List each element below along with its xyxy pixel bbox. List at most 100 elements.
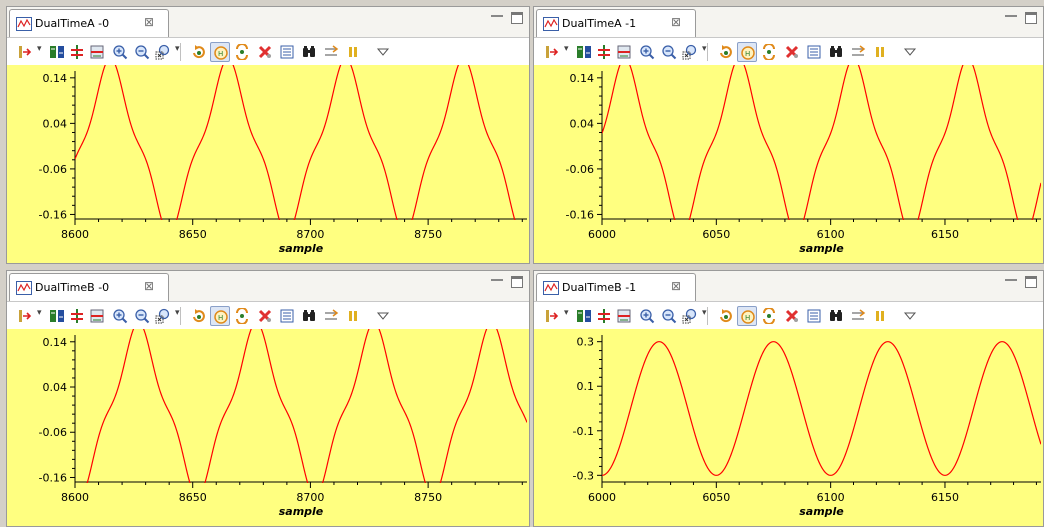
view-tab[interactable]: DualTimeB -1 ⊠ [536, 273, 696, 301]
split-channels-button[interactable] [47, 42, 67, 62]
window-controls [483, 12, 523, 28]
clear-button[interactable] [255, 306, 275, 326]
close-icon[interactable]: ⊠ [671, 15, 682, 29]
auto-scale-button[interactable]: H [737, 42, 757, 62]
x-tick-label: 6150 [931, 228, 959, 241]
maximize-icon[interactable] [511, 276, 523, 288]
dropdown-arrow-icon[interactable]: ▾ [702, 308, 707, 318]
auto-scale-button[interactable]: H [210, 306, 230, 326]
sync-button[interactable] [232, 306, 252, 326]
export-button[interactable] [848, 42, 868, 62]
find-button[interactable] [826, 306, 846, 326]
pause-button[interactable] [343, 306, 363, 326]
dropdown-arrow-icon[interactable]: ▾ [702, 44, 707, 54]
overlay-button[interactable] [67, 42, 87, 62]
close-icon[interactable]: ⊠ [144, 15, 155, 29]
properties-button[interactable] [804, 42, 824, 62]
refresh-button[interactable] [716, 42, 736, 62]
refresh-button[interactable] [716, 306, 736, 326]
svg-text:H: H [745, 314, 750, 322]
pause-button[interactable] [870, 306, 890, 326]
export-button[interactable] [321, 306, 341, 326]
properties-button[interactable] [277, 42, 297, 62]
overlay-button[interactable] [594, 306, 614, 326]
pause-button[interactable] [343, 42, 363, 62]
auto-scale-button[interactable]: H [210, 42, 230, 62]
tab-bar: DualTimeB -0 ⊠ [7, 271, 529, 301]
minimize-icon[interactable] [1005, 279, 1017, 282]
zoom-out-button[interactable] [132, 42, 152, 62]
fit-button[interactable] [87, 306, 107, 326]
dropdown-arrow-icon[interactable]: ▾ [37, 44, 42, 54]
overlay-button[interactable] [67, 306, 87, 326]
refresh-button[interactable] [189, 42, 209, 62]
y-tick-label: -0.1 [573, 425, 594, 438]
fit-button[interactable] [614, 42, 634, 62]
view-menu-button[interactable] [900, 306, 920, 326]
find-button[interactable] [826, 42, 846, 62]
zoom-out-button[interactable] [132, 306, 152, 326]
zoom-in-button[interactable] [110, 42, 130, 62]
zoom-box-button[interactable] [680, 42, 700, 62]
view-menu-button[interactable] [373, 306, 393, 326]
zoom-box-button[interactable] [153, 306, 173, 326]
zoom-box-button[interactable] [153, 42, 173, 62]
plot-area[interactable]: 0.14 0.04 -0.06 -0.16 8600 8650 8700 8750 sample [7, 329, 529, 526]
view-menu-button[interactable] [900, 42, 920, 62]
maximize-icon[interactable] [511, 12, 523, 24]
x-tick-label: 6100 [817, 228, 845, 241]
minimize-icon[interactable] [491, 279, 503, 282]
zoom-in-button[interactable] [637, 306, 657, 326]
plot-area[interactable]: 0.14 0.04 -0.06 -0.16 6000 6050 6100 6150 sample [534, 65, 1043, 263]
minimize-icon[interactable] [1005, 15, 1017, 18]
maximize-icon[interactable] [1025, 12, 1037, 24]
plot-area[interactable]: 0.3 0.1 -0.1 -0.3 6000 6050 6100 6150 sample [534, 329, 1043, 526]
dropdown-arrow-icon[interactable]: ▾ [564, 44, 569, 54]
zoom-in-button[interactable] [637, 42, 657, 62]
close-icon[interactable]: ⊠ [671, 279, 682, 293]
view-tab[interactable]: DualTimeA -1 ⊠ [536, 9, 696, 37]
dropdown-arrow-icon[interactable]: ▾ [175, 308, 180, 318]
sync-button[interactable] [759, 306, 779, 326]
split-channels-button[interactable] [574, 306, 594, 326]
auto-scale-button[interactable]: H [737, 306, 757, 326]
dropdown-arrow-icon[interactable]: ▾ [37, 308, 42, 318]
zoom-out-button[interactable] [659, 306, 679, 326]
zoom-in-button[interactable] [110, 306, 130, 326]
properties-button[interactable] [277, 306, 297, 326]
split-channels-button[interactable] [47, 306, 67, 326]
view-menu-button[interactable] [373, 42, 393, 62]
view-tab[interactable]: DualTimeB -0 ⊠ [9, 273, 169, 301]
sync-button[interactable] [232, 42, 252, 62]
refresh-button[interactable] [189, 306, 209, 326]
properties-button[interactable] [804, 306, 824, 326]
tab-title: DualTimeB -0 [35, 281, 110, 294]
fit-button[interactable] [614, 306, 634, 326]
clear-button[interactable] [255, 42, 275, 62]
export-button[interactable] [321, 42, 341, 62]
marker-button[interactable] [15, 42, 35, 62]
split-channels-button[interactable] [574, 42, 594, 62]
marker-button[interactable] [542, 306, 562, 326]
export-button[interactable] [848, 306, 868, 326]
close-icon[interactable]: ⊠ [144, 279, 155, 293]
clear-button[interactable] [782, 306, 802, 326]
pause-button[interactable] [870, 42, 890, 62]
clear-button[interactable] [782, 42, 802, 62]
zoom-out-button[interactable] [659, 42, 679, 62]
marker-button[interactable] [542, 42, 562, 62]
fit-button[interactable] [87, 42, 107, 62]
minimize-icon[interactable] [491, 15, 503, 18]
marker-button[interactable] [15, 306, 35, 326]
y-tick-label: 0.04 [570, 117, 595, 130]
find-button[interactable] [299, 306, 319, 326]
overlay-button[interactable] [594, 42, 614, 62]
zoom-box-button[interactable] [680, 306, 700, 326]
find-button[interactable] [299, 42, 319, 62]
view-tab[interactable]: DualTimeA -0 ⊠ [9, 9, 169, 37]
maximize-icon[interactable] [1025, 276, 1037, 288]
dropdown-arrow-icon[interactable]: ▾ [175, 44, 180, 54]
dropdown-arrow-icon[interactable]: ▾ [564, 308, 569, 318]
plot-area[interactable]: 0.14 0.04 -0.06 -0.16 8600 8650 8700 8750 sample [7, 65, 529, 263]
sync-button[interactable] [759, 42, 779, 62]
